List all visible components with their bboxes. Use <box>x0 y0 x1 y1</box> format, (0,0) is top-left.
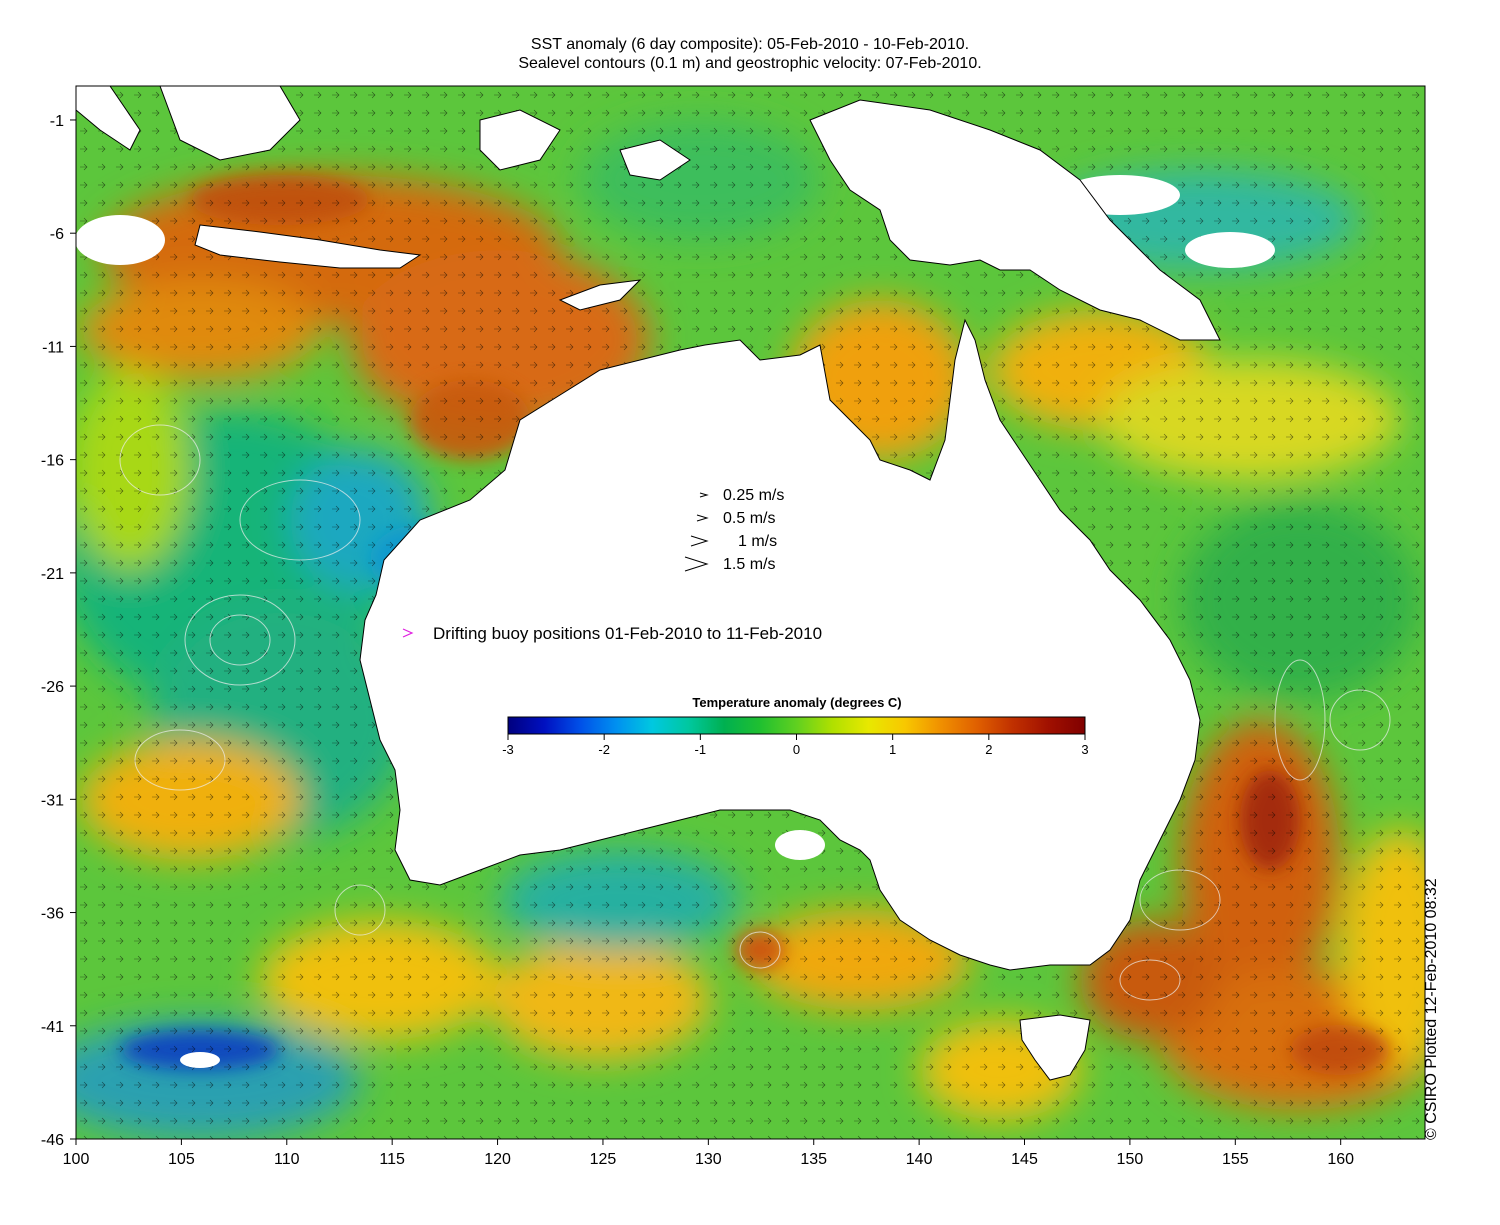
sulawesi-landmass <box>479 109 561 171</box>
sumatra-landmass <box>76 86 141 151</box>
colorbar-tick-label: -2 <box>598 742 610 757</box>
x-tick-label: 145 <box>1011 1151 1038 1168</box>
buoy-marker-icon <box>402 628 414 638</box>
colorbar-gradient <box>507 716 1086 735</box>
x-tick-label: 140 <box>906 1151 933 1168</box>
velocity-legend-label: 0.25 m/s <box>723 487 784 504</box>
y-tick-label: -6 <box>50 226 64 243</box>
credit-text: © CSIRO Plotted 12-Feb-2010 08:32 <box>1423 878 1440 1140</box>
land-masses <box>76 86 1221 1081</box>
y-tick-label: -11 <box>42 339 64 356</box>
java-landmass <box>194 224 422 269</box>
colorbar-tick-label: 0 <box>793 742 800 757</box>
plot-subtitle: Sealevel contours (0.1 m) and geostrophi… <box>518 55 982 72</box>
sst-field <box>76 86 1425 1139</box>
x-tick-label: 160 <box>1327 1151 1354 1168</box>
timor-landmass <box>558 279 642 311</box>
new-guinea-landmass <box>809 99 1221 341</box>
colorbar-tick-label: -1 <box>695 742 707 757</box>
colorbar-tick-label: 2 <box>985 742 992 757</box>
x-tick-label: 150 <box>1117 1151 1144 1168</box>
buoy-legend: Drifting buoy positions 01-Feb-2010 to 1… <box>402 624 822 643</box>
x-tick-label: 155 <box>1222 1151 1249 1168</box>
velocity-arrow-icon <box>699 492 709 498</box>
colorbar-title: Temperature anomaly (degrees C) <box>692 695 901 710</box>
velocity-legend-label: 1 m/s <box>738 533 777 550</box>
australia-landmass <box>359 318 1201 971</box>
y-tick-label: -26 <box>41 679 64 696</box>
y-axis: -1 -6 -11 -16 -21 -26 -31 -36 -41 -46 <box>41 113 76 1149</box>
colorbar-tick-label: 3 <box>1081 742 1088 757</box>
x-tick-label: 125 <box>590 1151 617 1168</box>
buoy-legend-label: Drifting buoy positions 01-Feb-2010 to 1… <box>433 624 822 643</box>
x-tick-label: 100 <box>63 1151 90 1168</box>
velocity-legend-label: 0.5 m/s <box>723 510 775 527</box>
velocity-arrow-icon <box>696 514 709 522</box>
colorbar-tick-label: 1 <box>889 742 896 757</box>
colorbar-ticks: -3 -2 -1 0 1 2 3 <box>502 734 1089 757</box>
x-tick-label: 110 <box>274 1151 300 1168</box>
y-tick-label: -36 <box>41 906 64 923</box>
x-tick-label: 115 <box>379 1151 405 1168</box>
x-tick-label: 105 <box>168 1151 195 1168</box>
velocity-arrow-icon <box>684 556 709 572</box>
plot-frame <box>75 85 1426 1140</box>
colorbar: Temperature anomaly (degrees C) -3 -2 -1 0 1… <box>502 695 1088 757</box>
y-tick-label: -1 <box>50 113 64 130</box>
tasmania-landmass <box>1019 1014 1091 1081</box>
x-axis: 100 105 110 115 120 125 130 135 140 145 150 155 160 <box>63 1139 1354 1168</box>
y-tick-label: -41 <box>41 1019 64 1036</box>
y-tick-label: -46 <box>41 1132 64 1149</box>
x-tick-label: 130 <box>695 1151 722 1168</box>
x-tick-label: 120 <box>484 1151 511 1168</box>
y-tick-label: -16 <box>41 453 64 470</box>
y-tick-label: -31 <box>41 792 64 809</box>
x-tick-label: 135 <box>800 1151 827 1168</box>
plot-title: SST anomaly (6 day composite): 05-Feb-20… <box>530 36 970 53</box>
velocity-arrow-icon <box>690 535 709 547</box>
colorbar-tick-label: -3 <box>502 742 514 757</box>
y-tick-label: -21 <box>41 566 64 583</box>
velocity-legend: 0.25 m/s 0.5 m/s 1 m/s 1.5 m/s <box>684 487 784 573</box>
borneo-landmass <box>159 86 301 161</box>
velocity-legend-label: 1.5 m/s <box>723 556 775 573</box>
halmahera-landmass <box>619 139 691 181</box>
